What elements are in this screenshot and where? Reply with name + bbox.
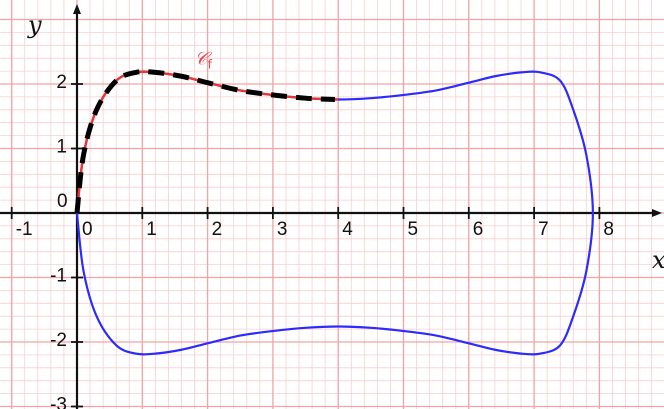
y-tick-label: -2	[50, 330, 67, 351]
y-tick-label: -3	[50, 395, 67, 409]
y-tick-label: 2	[56, 72, 67, 93]
y-axis-arrow	[73, 4, 81, 14]
x-tick-label: 3	[277, 219, 288, 240]
curve-label-sub: f	[208, 58, 213, 72]
x-axis-arrow	[652, 209, 662, 217]
x-tick-label: 6	[473, 219, 484, 240]
x-tick-label: 4	[342, 219, 353, 240]
axes	[0, 4, 662, 409]
y-tick-label: 1	[56, 137, 67, 158]
curve-label: 𝒞f	[195, 49, 213, 72]
y-tick-label: 0	[57, 191, 68, 212]
x-axis-label: x	[652, 246, 664, 274]
y-tick-label: -1	[50, 266, 67, 287]
x-tick-label: 0	[82, 219, 93, 240]
tick-labels: -1 0 1 2 3 4 5 6 7 8 -3 -2 -1 0 1 2	[16, 72, 614, 409]
x-tick-label: 1	[146, 219, 157, 240]
x-tick-label: 7	[538, 219, 549, 240]
x-tick-label: 2	[212, 219, 223, 240]
x-tick-label: -1	[16, 219, 33, 240]
x-tick-label: 8	[603, 219, 614, 240]
y-axis-label: y	[27, 11, 42, 39]
curves	[74, 69, 594, 356]
series-black-dashed	[74, 69, 336, 214]
x-tick-label: 5	[408, 219, 419, 240]
